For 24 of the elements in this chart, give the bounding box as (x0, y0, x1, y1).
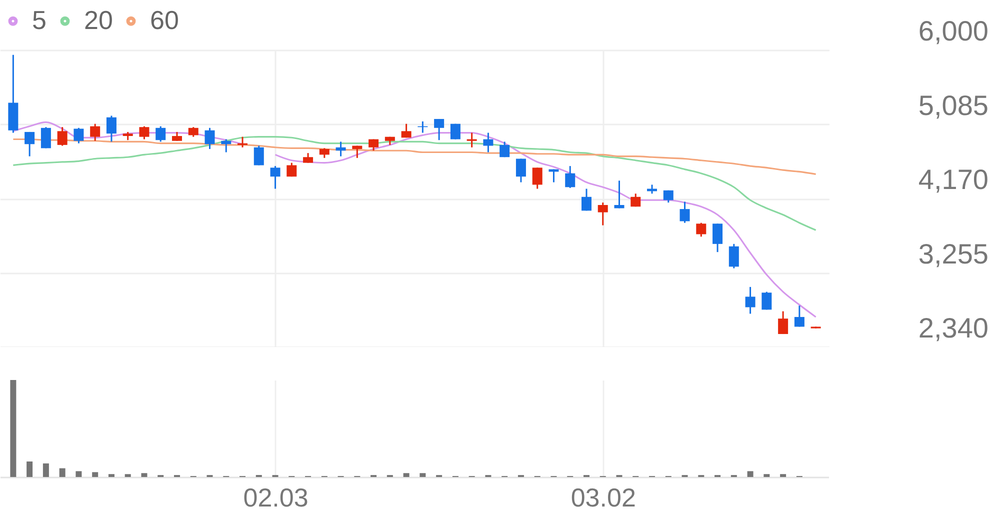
bar (403, 473, 410, 477)
y-tick-label: 4,170 (918, 164, 988, 195)
bar (420, 473, 426, 477)
y-tick-label: 2,340 (918, 312, 988, 344)
x-tick-label: 02.03 (243, 482, 308, 512)
bar (141, 473, 148, 477)
bar (26, 461, 33, 477)
y-tick-label: 6,000 (918, 16, 988, 46)
bar (10, 380, 16, 477)
bar (780, 474, 786, 477)
bar (108, 474, 114, 477)
bar (42, 463, 49, 477)
bar (124, 474, 131, 477)
bar (59, 468, 66, 477)
bar (764, 474, 770, 477)
legend-label: 5 (32, 5, 46, 36)
bar (76, 471, 82, 477)
y-tick-label: 3,255 (918, 238, 988, 270)
bar (92, 472, 98, 477)
y-tick-label: 5,085 (918, 90, 988, 121)
legend-label: 20 (84, 5, 113, 36)
bar (747, 471, 754, 477)
legend-label: 60 (150, 5, 179, 36)
x-tick-label: 03.02 (570, 482, 636, 512)
